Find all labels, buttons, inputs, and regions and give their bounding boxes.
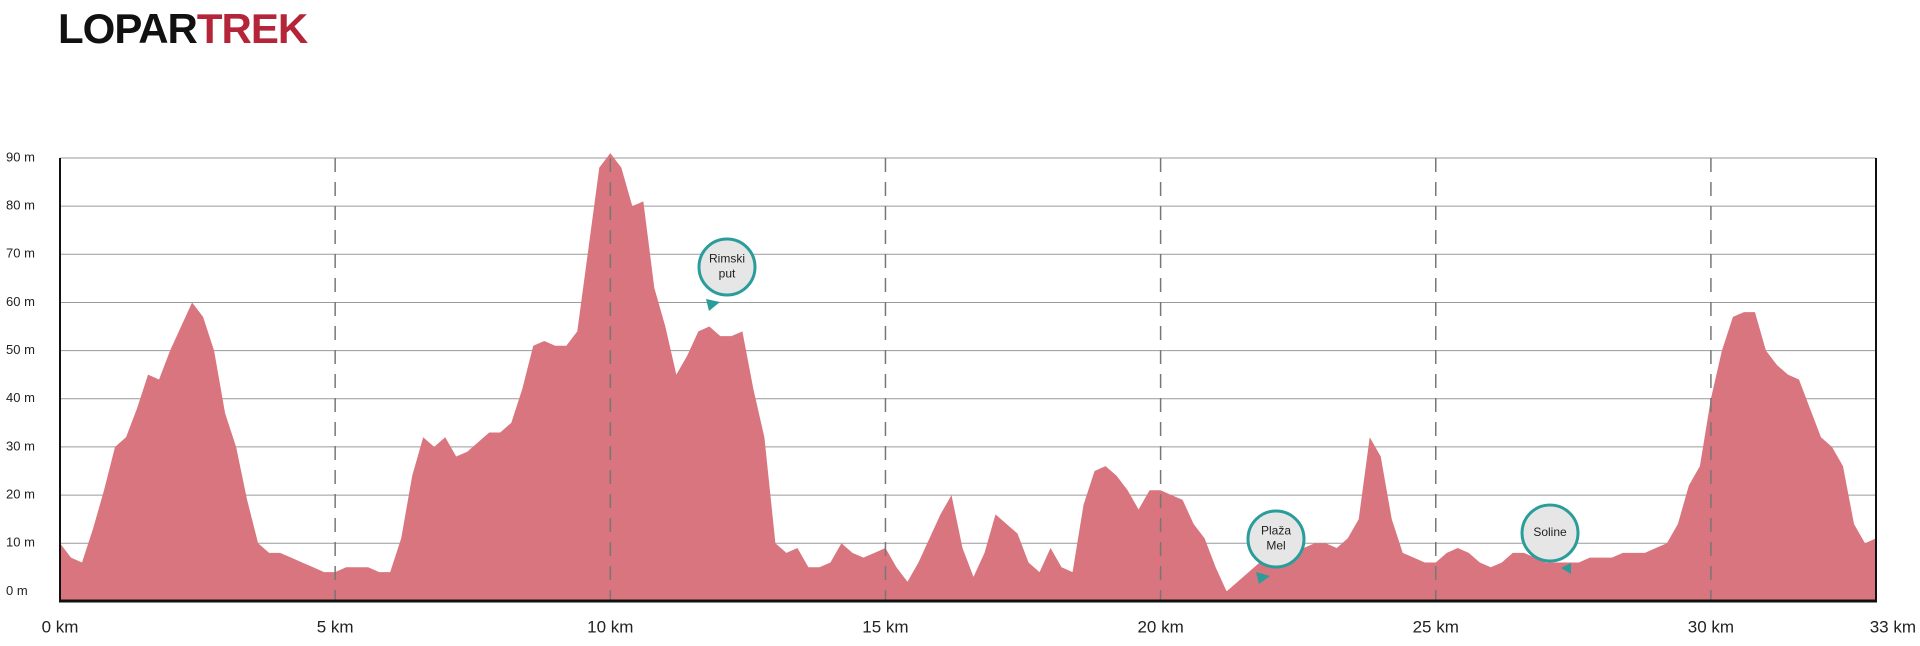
pin-label: Soline [1533, 525, 1567, 539]
logo-part: LOPAR [58, 5, 198, 52]
y-tick-label: 40 m [6, 390, 35, 405]
pin-pointer [1561, 563, 1571, 574]
pin-label: Mel [1266, 539, 1285, 553]
pin-circle [1520, 503, 1580, 563]
y-tick-label: 50 m [6, 342, 35, 357]
elevation-area [60, 153, 1876, 601]
pin-circle [697, 237, 757, 297]
y-tick-label: 90 m [6, 149, 35, 164]
pin-label: put [719, 267, 736, 281]
pin-label: Plaža [1261, 524, 1291, 538]
y-tick-label: 0 m [6, 583, 28, 598]
pin-pointer [706, 299, 720, 311]
x-tick-label: 10 km [587, 617, 633, 636]
pin-circle [1246, 509, 1306, 569]
x-tick-label: 5 km [317, 617, 354, 636]
y-tick-label: 20 m [6, 487, 35, 502]
y-tick-label: 10 m [6, 535, 35, 550]
x-tick-label: 33 km [1870, 617, 1916, 636]
x-tick-label: 0 km [42, 617, 79, 636]
x-tick-label: 25 km [1413, 617, 1459, 636]
logo-part: TREK [197, 5, 308, 52]
y-tick-label: 30 m [6, 438, 35, 453]
y-tick-label: 70 m [6, 246, 35, 261]
x-tick-label: 30 km [1688, 617, 1734, 636]
logo: LOPARTREK [58, 5, 308, 52]
pin-pointer [1256, 572, 1270, 584]
y-tick-label: 60 m [6, 294, 35, 309]
location-pin: Soline [1520, 503, 1580, 574]
pin-label: Rimski [709, 252, 745, 266]
x-tick-label: 20 km [1137, 617, 1183, 636]
x-tick-label: 15 km [862, 617, 908, 636]
y-tick-label: 80 m [6, 198, 35, 213]
